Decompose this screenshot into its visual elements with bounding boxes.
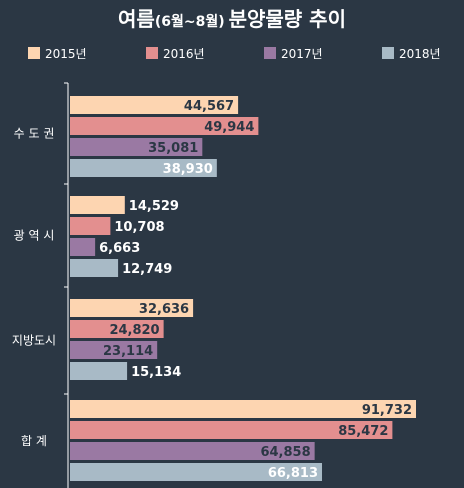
legend-swatch-0 (28, 47, 40, 59)
bar-value-label-3-3: 66,813 (268, 466, 318, 481)
bar-value-label-3-1: 85,472 (338, 424, 388, 439)
bar-3-0 (70, 400, 416, 418)
bar-2-0 (70, 299, 194, 317)
bar-3-2 (70, 442, 315, 460)
legend: 2015년 2016년 2017년 2018년 (28, 47, 441, 61)
bar-1-0 (70, 196, 125, 214)
category-label-3: 합 계 (21, 434, 47, 448)
bar-2-1 (70, 320, 164, 338)
bar-value-label-1-0: 14,529 (129, 199, 179, 214)
bars: 수 도 권 44,567 49,944 35,081 38,930 광 역 시 14,529… (12, 96, 416, 481)
legend-swatch-1 (146, 47, 158, 59)
legend-label-0: 2015년 (45, 47, 87, 61)
bar-value-label-2-1: 24,820 (109, 323, 159, 338)
bar-value-label-3-2: 64,858 (260, 445, 310, 460)
bar-value-label-3-0: 91,732 (362, 403, 412, 418)
legend-label-3: 2018년 (399, 47, 441, 61)
bar-value-label-0-1: 49,944 (204, 120, 254, 135)
title-sub: (6월~8월) (155, 13, 225, 30)
title-main: 여름 (118, 7, 155, 31)
bar-1-1 (70, 217, 111, 235)
bar-0-3 (70, 159, 217, 177)
title-rest: 분양물량 추이 (229, 7, 346, 31)
bar-3-3 (70, 463, 323, 481)
bar-1-2 (70, 238, 96, 256)
legend-label-2: 2017년 (281, 47, 323, 61)
bar-value-label-2-2: 23,114 (103, 344, 153, 359)
bar-2-2 (70, 341, 158, 359)
bar-2-3 (70, 362, 128, 380)
bar-value-label-1-2: 6,663 (99, 241, 140, 256)
bar-value-label-1-3: 12,749 (122, 262, 172, 277)
bar-value-label-2-3: 15,134 (131, 365, 181, 380)
chart-title: 여름(6월~8월) 분양물량 추이 (118, 7, 346, 31)
axes (64, 82, 69, 488)
bar-value-label-0-0: 44,567 (184, 99, 234, 114)
bar-3-1 (70, 421, 393, 439)
bar-0-0 (70, 96, 239, 114)
bar-1-3 (70, 259, 119, 277)
legend-swatch-2 (264, 47, 276, 59)
category-label-2: 지방도시 (12, 334, 56, 348)
bar-value-label-1-1: 10,708 (114, 220, 164, 235)
bar-0-2 (70, 138, 203, 156)
bar-value-label-0-3: 38,930 (163, 162, 213, 177)
legend-label-1: 2016년 (163, 47, 205, 61)
bar-value-label-0-2: 35,081 (148, 141, 198, 156)
legend-swatch-3 (382, 47, 394, 59)
category-label-1: 광 역 시 (14, 229, 55, 243)
bar-value-label-2-0: 32,636 (139, 302, 189, 317)
bar-0-1 (70, 117, 259, 135)
category-label-0: 수 도 권 (14, 127, 55, 141)
